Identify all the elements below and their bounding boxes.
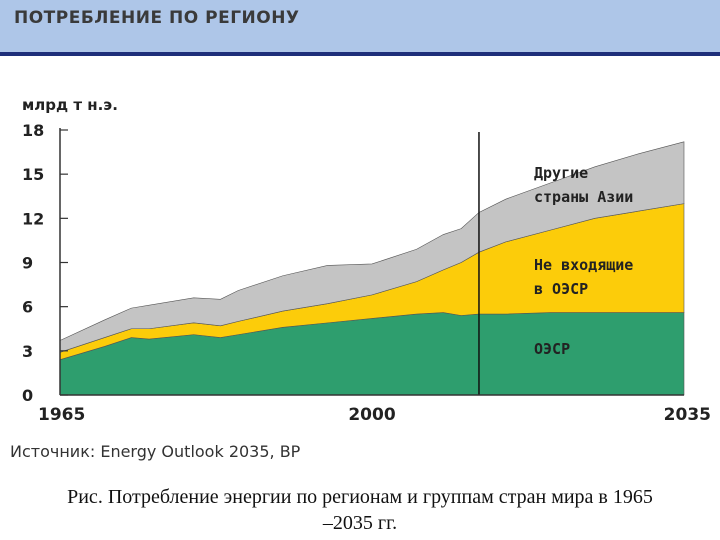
- y-axis-title: млрд т н.э.: [22, 96, 118, 114]
- y-tick-label: 12: [22, 209, 44, 228]
- series-label-2-line-2: в ОЭСР: [534, 280, 588, 298]
- page-title: ПОТРЕБЛЕНИЕ ПО РЕГИОНУ: [14, 8, 300, 28]
- y-tick-label: 15: [22, 165, 44, 184]
- series-label-3-line-1: Другие: [534, 164, 588, 182]
- y-tick-label: 9: [22, 254, 33, 273]
- x-tick-label: 1965: [38, 405, 85, 425]
- y-tick-label: 6: [22, 298, 33, 317]
- series-label-2-line-1: Не входящие: [534, 256, 633, 274]
- source-note: Источник: Energy Outlook 2035, BP: [10, 442, 301, 461]
- series-label-1-line-1: ОЭСР: [534, 340, 570, 358]
- x-tick-label: 2035: [664, 405, 711, 425]
- x-tick-label: 2000: [348, 405, 395, 425]
- series-label-3-line-2: страны Азии: [534, 188, 633, 206]
- caption-line-1: Рис. Потребление энергии по регионам и г…: [67, 486, 653, 508]
- y-tick-label: 0: [22, 386, 33, 405]
- y-tick-label: 3: [22, 342, 33, 361]
- header-divider: [0, 52, 720, 56]
- area-series-3: [59, 141, 685, 353]
- caption-line-2: –2035 гг.: [322, 512, 398, 534]
- figure-caption: Рис. Потребление энергии по регионам и г…: [0, 484, 720, 536]
- y-tick-label: 18: [22, 121, 44, 140]
- header-band: ПОТРЕБЛЕНИЕ ПО РЕГИОНУ: [0, 0, 720, 52]
- chart: 0 3 6 9 12 15 18 1965 2000 2035 млрд т н.э. ОЭСР Не …: [22, 96, 711, 425]
